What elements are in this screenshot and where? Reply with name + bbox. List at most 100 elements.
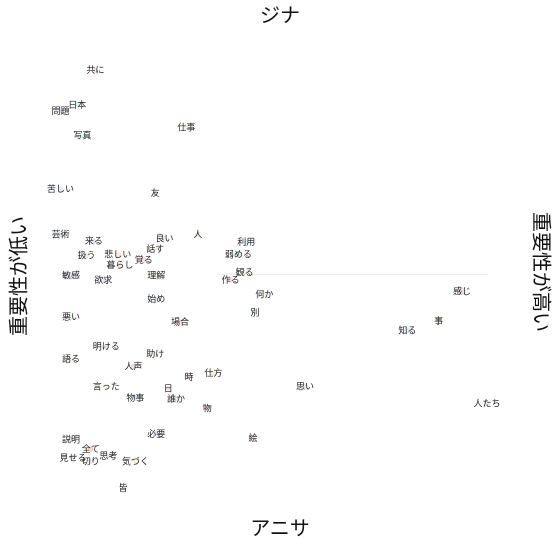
word-bubble	[173, 396, 179, 402]
word-label: 人声	[124, 361, 142, 373]
word-point: 理解	[147, 269, 165, 281]
word-label: 物事	[126, 392, 144, 404]
word-bubble	[68, 437, 74, 443]
word-bubble	[70, 455, 76, 461]
word-label: 写真	[73, 130, 91, 142]
word-point: 人	[193, 230, 202, 241]
word-bubble	[458, 288, 466, 295]
word-point: 時	[184, 372, 193, 383]
word-label: 苦しい	[47, 183, 74, 195]
word-point: 作る	[222, 274, 240, 286]
word-bubble	[132, 458, 139, 465]
word-label: 助け	[146, 348, 164, 360]
word-point: 利用	[237, 236, 255, 248]
word-point: 悲しい	[104, 248, 131, 260]
word-label: 芸術	[52, 229, 70, 241]
word-label: 共に	[86, 65, 104, 76]
word-point: 場合	[171, 316, 189, 328]
word-label: 始め	[147, 293, 165, 305]
word-point: 話す	[146, 243, 164, 255]
word-label: 別	[251, 307, 260, 318]
word-label: 気づく	[122, 456, 149, 468]
word-bubble	[177, 319, 183, 325]
word-label: 仕事	[177, 122, 195, 134]
word-bubble	[120, 485, 126, 491]
word-point: 始め	[147, 293, 165, 305]
word-label: 絵	[248, 432, 257, 444]
word-point: 友	[151, 187, 160, 199]
word-point: 問題	[52, 106, 70, 117]
word-point: 扱う	[78, 249, 96, 261]
word-label: 物	[203, 402, 212, 414]
word-point: 切り	[82, 457, 100, 468]
word-point: 共に	[86, 65, 104, 76]
word-label: 見せる	[60, 453, 87, 464]
word-bubble	[141, 257, 147, 263]
word-bubble	[132, 395, 139, 401]
word-bubble	[68, 356, 74, 362]
word-point: 何か	[255, 288, 273, 300]
word-label: 明ける	[93, 342, 120, 353]
word-label: 覚る	[135, 254, 153, 266]
word-point: 明ける	[93, 342, 120, 353]
word-label: 切り	[82, 457, 100, 468]
word-label: 敏感	[62, 269, 80, 281]
word-point: 欲求	[94, 274, 112, 286]
word-label: 誰か	[167, 393, 185, 405]
word-point: 事	[434, 315, 443, 327]
word-bubble	[435, 317, 443, 325]
word-bubble	[165, 385, 171, 391]
word-label: 必要	[147, 428, 165, 440]
word-bubble	[88, 458, 94, 465]
word-bubble	[153, 296, 159, 302]
word-point: 説明	[62, 434, 80, 446]
word-point: 暮らし	[106, 259, 133, 271]
word-label: 友	[151, 187, 160, 199]
word-label: 全て	[82, 443, 100, 455]
word-point: 来る	[85, 236, 103, 247]
word-label: 場合	[171, 316, 189, 328]
word-bubble	[105, 453, 112, 459]
word-label: 日本	[68, 99, 86, 111]
word-point: 物	[203, 402, 212, 414]
word-label: 日	[164, 383, 173, 394]
word-label: 理解	[147, 269, 165, 281]
word-point: 観る	[236, 267, 254, 279]
word-point: 思考	[99, 451, 117, 462]
word-point: 見せる	[60, 453, 87, 464]
word-bubble	[204, 405, 210, 412]
word-bubble	[152, 351, 158, 357]
word-bubble	[74, 102, 80, 108]
right-axis-label: 重要性が高い	[530, 212, 554, 332]
word-bubble	[152, 246, 158, 252]
word-label: 語る	[62, 353, 80, 365]
word-bubble	[91, 238, 97, 244]
word-point: 助け	[146, 348, 164, 360]
word-label: 良い	[156, 232, 174, 244]
word-bubble	[103, 343, 110, 350]
word-point: 皆	[118, 483, 127, 494]
word-bubble	[261, 291, 268, 298]
word-bubble	[153, 431, 159, 437]
word-bubble	[130, 363, 137, 370]
word-bubble	[57, 108, 64, 114]
word-label: 利用	[237, 236, 255, 248]
word-bubble	[404, 327, 411, 334]
word-bubble	[57, 186, 64, 192]
word-bubble	[227, 277, 234, 283]
word-point: 語る	[62, 353, 80, 365]
word-bubble	[183, 124, 190, 131]
word-bubble	[241, 269, 248, 276]
word-label: 人たち	[473, 399, 500, 410]
word-label: 何か	[255, 288, 273, 300]
word-bubble	[117, 262, 123, 268]
word-bubble	[83, 252, 90, 258]
word-bubble	[252, 309, 258, 316]
word-label: 説明	[62, 434, 80, 446]
word-bubble	[235, 251, 242, 258]
word-label: 言った	[93, 381, 120, 393]
word-point: 思い	[296, 382, 314, 393]
word-bubble	[483, 400, 491, 408]
word-bubble	[68, 314, 74, 320]
